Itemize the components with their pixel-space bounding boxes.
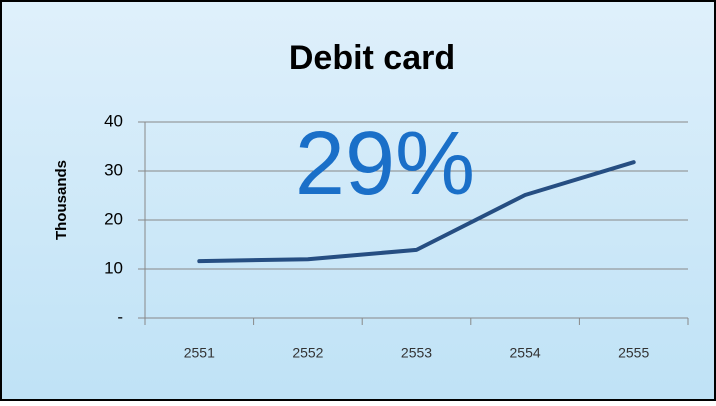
annotation: 29% (295, 114, 475, 214)
x-tick-label: 2555 (618, 345, 649, 361)
series-line (197, 160, 636, 264)
y-axis-label: Thousands (53, 160, 70, 240)
x-tick-label: 2553 (401, 345, 432, 361)
y-tick-label: 40 (104, 111, 123, 130)
chart-title: Debit card (289, 39, 455, 77)
x-tick-label: 2551 (184, 345, 215, 361)
y-tick-label: 10 (104, 258, 123, 277)
y-tick-label: - (117, 307, 123, 326)
y-tick-label: 20 (104, 209, 123, 228)
y-tick-label: 30 (104, 160, 123, 179)
x-tick-label: 2552 (292, 345, 323, 361)
x-tick-label: 2554 (510, 345, 541, 361)
